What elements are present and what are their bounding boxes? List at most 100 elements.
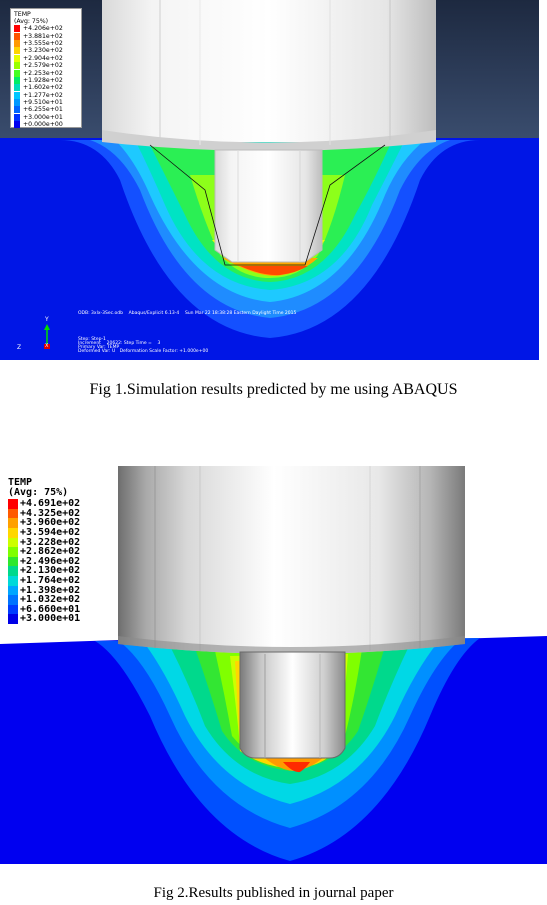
primary-var-line: Primary Var: TEMP — [78, 345, 120, 350]
legend-swatch — [8, 499, 18, 509]
legend-value: +4.206e+02 — [23, 25, 63, 33]
contour-band-hot — [283, 762, 310, 773]
legend-value: +2.579e+02 — [23, 62, 63, 70]
legend-entry: +3.594e+02 — [8, 528, 118, 538]
legend-entry: +3.960e+02 — [8, 518, 118, 528]
legend-entry: +1.928e+02 — [14, 76, 78, 84]
legend-entry: +6.255e+01 — [14, 106, 78, 114]
legend-rows: +4.206e+02 +3.881e+02 +3.555e+02 +3.230e+02… — [14, 25, 78, 129]
legend-figure-1: TEMP (Avg: 75%) +4.206e+02 +3.881e+02 +3.5… — [10, 8, 82, 129]
legend-subtitle: (Avg: 75%) — [14, 18, 49, 25]
legend-swatch — [14, 54, 20, 62]
legend-value: +1.032e+02 — [20, 594, 81, 606]
legend-value: +2.862e+02 — [20, 546, 81, 558]
legend-value: +3.960e+02 — [20, 517, 81, 529]
legend-swatch — [8, 527, 18, 538]
legend-swatch — [14, 106, 20, 114]
legend-entry: +1.277e+02 — [14, 91, 78, 99]
legend-swatch — [14, 62, 20, 70]
legend-swatch — [14, 39, 20, 47]
legend-subtitle: (Avg: 75%) — [8, 486, 69, 498]
legend-swatch — [8, 604, 18, 615]
legend-swatch — [8, 566, 18, 576]
legend-value: +3.230e+02 — [23, 47, 63, 55]
legend-entry: +2.904e+02 — [14, 54, 78, 62]
legend-entry: +3.228e+02 — [8, 536, 118, 548]
legend-title: TEMP — [8, 477, 33, 488]
axis-x-label: X — [45, 343, 49, 349]
legend-entry: +1.032e+02 — [8, 595, 118, 605]
legend-entry: +1.602e+02 — [14, 84, 78, 92]
legend-swatch — [14, 25, 20, 33]
legend-value: +3.881e+02 — [23, 32, 63, 40]
legend-entry: +2.496e+02 — [8, 555, 118, 567]
legend-value: +9.510e+01 — [23, 99, 63, 107]
increment-info-line: Increment 20622: Step Time = 3 — [78, 341, 161, 346]
tool-shoulder — [118, 466, 465, 654]
simulation-render-1 — [0, 0, 539, 360]
legend-value: +3.555e+02 — [23, 39, 63, 47]
axis-z-label: Z — [17, 344, 22, 351]
legend-entry: +2.253e+02 — [14, 69, 78, 77]
legend-value: +1.277e+02 — [23, 91, 63, 99]
legend-swatch — [14, 84, 20, 92]
legend-swatch — [14, 121, 20, 129]
legend-value: +2.496e+02 — [20, 555, 81, 567]
legend-swatch — [8, 547, 18, 557]
legend-entry: +2.862e+02 — [8, 547, 118, 557]
legend-swatch — [14, 99, 20, 107]
legend-value: +0.000e+00 — [23, 121, 63, 129]
tool-pin — [239, 651, 346, 759]
legend-swatch — [8, 585, 18, 596]
legend-value: +1.398e+02 — [20, 584, 81, 596]
legend-entry: +2.579e+02 — [14, 62, 78, 70]
legend-value: +6.660e+01 — [20, 603, 81, 615]
legend-swatch — [14, 113, 20, 121]
legend-swatch — [14, 69, 20, 77]
figure-2-caption: Fig 2.Results published in journal paper — [153, 885, 394, 901]
legend-rows: +4.691e+02 +4.325e+02 +3.960e+02 +3.594e+02… — [8, 499, 118, 624]
legend-value: +4.691e+02 — [20, 498, 81, 510]
legend-entry: +4.325e+02 — [8, 507, 118, 519]
legend-entry: +1.764e+02 — [8, 576, 118, 586]
legend-swatch — [14, 91, 20, 99]
legend-entry: +3.555e+02 — [14, 39, 78, 47]
legend-figure-2: TEMP (Avg: 75%) +4.691e+02 +4.325e+02 +3.9… — [8, 478, 118, 624]
legend-value: +2.904e+02 — [23, 54, 63, 62]
legend-swatch — [8, 614, 18, 624]
legend-value: +6.255e+01 — [23, 106, 63, 114]
legend-entry: +3.000e+01 — [8, 614, 118, 624]
legend-value: +4.325e+02 — [20, 507, 81, 519]
deformed-var-line: Deformed Var: U Deformation Scale Factor… — [78, 349, 209, 354]
legend-swatch — [8, 518, 18, 528]
legend-swatch — [14, 76, 20, 84]
legend-swatch — [8, 556, 18, 567]
legend-entry: +4.206e+02 — [14, 25, 78, 33]
legend-value: +2.253e+02 — [23, 69, 63, 77]
legend-value: +1.928e+02 — [23, 76, 63, 84]
legend-swatch — [8, 575, 18, 586]
legend-entry: +9.510e+01 — [14, 99, 78, 107]
simulation-figure-1: TEMP (Avg: 75%) +4.206e+02 +3.881e+02 +3.5… — [0, 0, 539, 360]
journal-figure-2: TEMP (Avg: 75%) +4.691e+02 +4.325e+02 +3.9… — [0, 466, 547, 864]
legend-value: +1.602e+02 — [23, 84, 63, 92]
legend-swatch — [8, 595, 18, 605]
legend-entry: +4.691e+02 — [8, 499, 118, 509]
legend-swatch — [14, 47, 20, 55]
legend-entry: +3.230e+02 — [14, 47, 78, 55]
legend-entry: +6.660e+01 — [8, 603, 118, 615]
legend-value: +2.130e+02 — [20, 565, 81, 577]
contour-band-hot — [240, 266, 308, 276]
axis-y-label: Y — [45, 316, 49, 323]
tool-pin — [214, 149, 323, 263]
legend-value: +3.594e+02 — [20, 526, 81, 538]
legend-entry: +3.000e+01 — [14, 113, 78, 121]
legend-swatch — [8, 537, 18, 548]
legend-entry: +0.000e+00 — [14, 121, 78, 129]
legend-entry: +1.398e+02 — [8, 584, 118, 596]
legend-value: +3.000e+01 — [23, 113, 63, 121]
legend-value: +3.228e+02 — [20, 536, 81, 548]
legend-value: +1.764e+02 — [20, 574, 81, 586]
step-info-line: Step: Step-1 — [78, 337, 106, 342]
legend-swatch — [14, 32, 20, 40]
